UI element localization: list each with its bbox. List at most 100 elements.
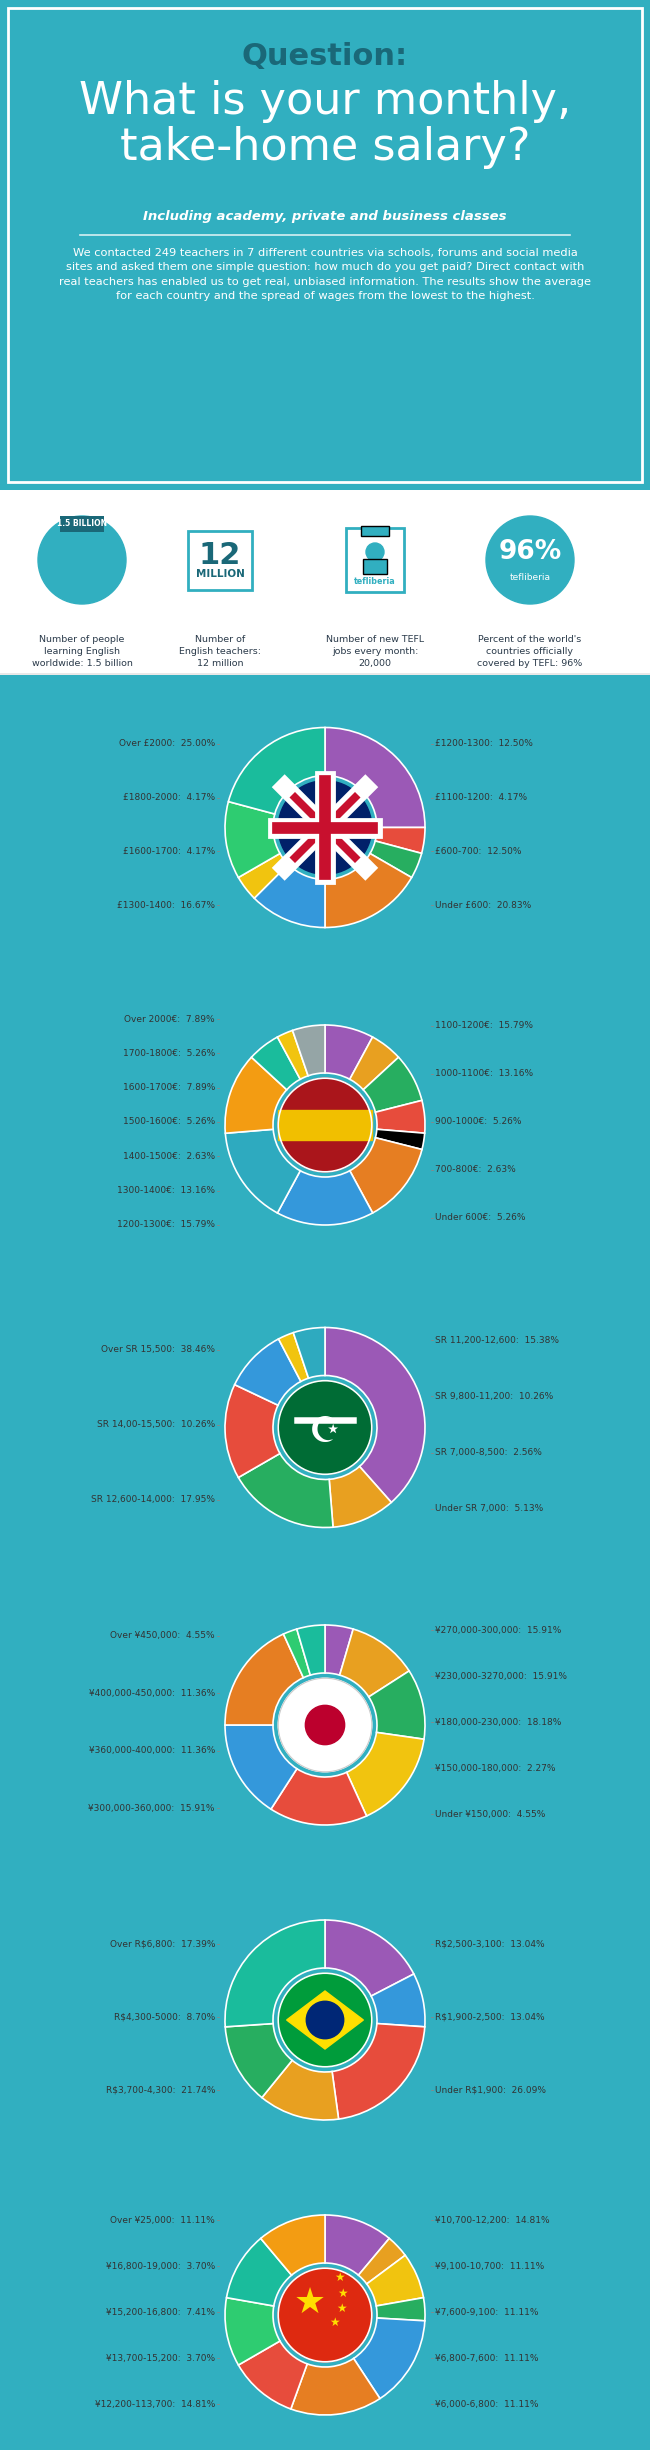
Text: SR 12,600-14,000:  17.95%: SR 12,600-14,000: 17.95% [91, 1494, 215, 1504]
Wedge shape [225, 1634, 304, 1725]
Text: 1.5 BILLION: 1.5 BILLION [57, 519, 107, 529]
Text: 700-800€:  2.63%: 700-800€: 2.63% [435, 1166, 515, 1174]
Text: R$3,700-4,300:  21.74%: R$3,700-4,300: 21.74% [105, 2085, 215, 2095]
Text: £1300-1400:  16.67%: £1300-1400: 16.67% [117, 902, 215, 909]
Text: 1600-1700€:  7.89%: 1600-1700€: 7.89% [123, 1083, 215, 1093]
Wedge shape [325, 1328, 425, 1502]
Text: tefliberia: tefliberia [354, 578, 396, 586]
Text: SR 11,200-12,600:  15.38%: SR 11,200-12,600: 15.38% [435, 1335, 559, 1345]
Circle shape [278, 2269, 372, 2362]
Wedge shape [354, 2318, 425, 2399]
Wedge shape [278, 1171, 372, 1225]
Text: SR 14,00-15,500:  10.26%: SR 14,00-15,500: 10.26% [97, 1421, 215, 1428]
Text: Over SR 15,500:  38.46%: Over SR 15,500: 38.46% [101, 1345, 215, 1355]
Text: ¥15,200-16,800:  7.41%: ¥15,200-16,800: 7.41% [106, 2308, 215, 2318]
Wedge shape [225, 2298, 280, 2364]
Circle shape [306, 1705, 345, 1744]
Text: ¥16,800-19,000:  3.70%: ¥16,800-19,000: 3.70% [106, 2261, 215, 2271]
Wedge shape [225, 1384, 280, 1477]
Text: £1200-1300:  12.50%: £1200-1300: 12.50% [435, 740, 533, 747]
Wedge shape [376, 2298, 425, 2320]
Text: 1500-1600€:  5.26%: 1500-1600€: 5.26% [123, 1117, 215, 1127]
FancyBboxPatch shape [346, 529, 404, 593]
Text: We contacted 249 teachers in 7 different countries via schools, forums and socia: We contacted 249 teachers in 7 different… [59, 247, 591, 301]
Text: ¥150,000-180,000:  2.27%: ¥150,000-180,000: 2.27% [435, 1764, 556, 1771]
Wedge shape [332, 2024, 424, 2119]
Wedge shape [239, 853, 288, 899]
Wedge shape [325, 728, 425, 828]
Text: China average salary =: China average salary = [155, 2173, 323, 2188]
Wedge shape [340, 1629, 409, 1698]
Wedge shape [225, 1058, 287, 1134]
Circle shape [278, 1972, 372, 2068]
Text: ¥6,000-6,800:  11.11%: ¥6,000-6,800: 11.11% [435, 2399, 538, 2408]
Text: Number of new TEFL
jobs every month:
20,000: Number of new TEFL jobs every month: 20,… [326, 635, 424, 669]
Wedge shape [225, 1921, 325, 2026]
Wedge shape [239, 1453, 333, 1526]
Polygon shape [287, 1992, 363, 2048]
Text: Number of
English teachers:
12 million: Number of English teachers: 12 million [179, 635, 261, 669]
Text: Saudi Arabia average salary =: Saudi Arabia average salary = [106, 1289, 323, 1301]
Text: ¥6,800-7,600:  11.11%: ¥6,800-7,600: 11.11% [435, 2354, 538, 2362]
Circle shape [38, 517, 126, 605]
Text: Over £2000:  25.00%: Over £2000: 25.00% [119, 740, 215, 747]
Text: 12: 12 [199, 541, 241, 568]
Text: 3,440 Brazilian Real Dollars / $980: 3,440 Brazilian Real Dollars / $980 [327, 1884, 597, 1896]
Text: ¥400,000-450,000:  11.36%: ¥400,000-450,000: 11.36% [89, 1688, 215, 1698]
Text: Spain average salary =: Spain average salary = [155, 978, 323, 992]
FancyBboxPatch shape [0, 490, 650, 674]
Wedge shape [370, 840, 422, 877]
Wedge shape [292, 1024, 325, 1076]
Wedge shape [363, 1058, 422, 1112]
Wedge shape [325, 2215, 389, 2276]
Wedge shape [228, 728, 325, 813]
Wedge shape [325, 1024, 372, 1080]
Text: Percent of the world's
countries officially
covered by TEFL: 96%: Percent of the world's countries officia… [477, 635, 582, 669]
Text: £1,328  / $2056: £1,328 / $2056 [327, 693, 449, 708]
Wedge shape [325, 853, 411, 929]
Circle shape [486, 517, 574, 605]
Text: R$1,900-2,500:  13.04%: R$1,900-2,500: 13.04% [435, 2011, 545, 2021]
Wedge shape [252, 1036, 300, 1090]
Wedge shape [293, 1328, 325, 1379]
Text: £1100-1200:  4.17%: £1100-1200: 4.17% [435, 794, 527, 801]
Text: tefliberia: tefliberia [506, 586, 554, 595]
Wedge shape [261, 2215, 325, 2276]
Text: 96%: 96% [499, 539, 562, 566]
Text: Under SR 7,000:  5.13%: Under SR 7,000: 5.13% [435, 1504, 543, 1514]
Wedge shape [297, 1624, 325, 1676]
Wedge shape [279, 1333, 309, 1382]
Bar [278, 1110, 372, 1139]
FancyBboxPatch shape [361, 527, 389, 537]
Text: What is your monthly,
take-home salary?: What is your monthly, take-home salary? [79, 81, 571, 169]
Wedge shape [375, 828, 425, 853]
Circle shape [278, 782, 372, 875]
Wedge shape [325, 1921, 414, 1997]
Wedge shape [350, 1137, 422, 1213]
Text: 1100-1200€:  15.79%: 1100-1200€: 15.79% [435, 1022, 533, 1031]
Wedge shape [283, 1629, 310, 1678]
Text: MILLION: MILLION [196, 568, 244, 578]
Polygon shape [60, 517, 104, 532]
Text: 1300-1400€:  13.16%: 1300-1400€: 13.16% [117, 1186, 215, 1196]
Text: £1800-2000:  4.17%: £1800-2000: 4.17% [123, 794, 215, 801]
Text: SR 7,000-8,500:  2.56%: SR 7,000-8,500: 2.56% [435, 1448, 542, 1458]
Wedge shape [226, 1129, 300, 1213]
Text: 13,326 Riyal / $3552: 13,326 Riyal / $3552 [327, 1289, 488, 1301]
FancyBboxPatch shape [0, 490, 650, 676]
Text: 1200-1300€:  15.79%: 1200-1300€: 15.79% [117, 1220, 215, 1230]
Text: ★: ★ [337, 2303, 347, 2315]
Circle shape [278, 1678, 372, 1771]
Text: ¥9,100-10,700:  11.11%: ¥9,100-10,700: 11.11% [435, 2261, 544, 2271]
Text: tefliberia: tefliberia [510, 573, 551, 581]
Text: R$4,300-5000:  8.70%: R$4,300-5000: 8.70% [114, 2011, 215, 2021]
Wedge shape [369, 1671, 425, 1740]
Text: 12,767 Yuan / $2000: 12,767 Yuan / $2000 [327, 2173, 487, 2188]
Wedge shape [376, 1129, 424, 1149]
Text: ¥10,700-12,200:  14.81%: ¥10,700-12,200: 14.81% [435, 2215, 550, 2225]
Wedge shape [358, 2239, 405, 2283]
Wedge shape [371, 1975, 425, 2026]
Text: ¥230,000-3270,000:  15.91%: ¥230,000-3270,000: 15.91% [435, 1671, 567, 1681]
Text: ☪: ☪ [309, 1416, 341, 1450]
Text: €1301 / $1426: €1301 / $1426 [327, 978, 439, 992]
